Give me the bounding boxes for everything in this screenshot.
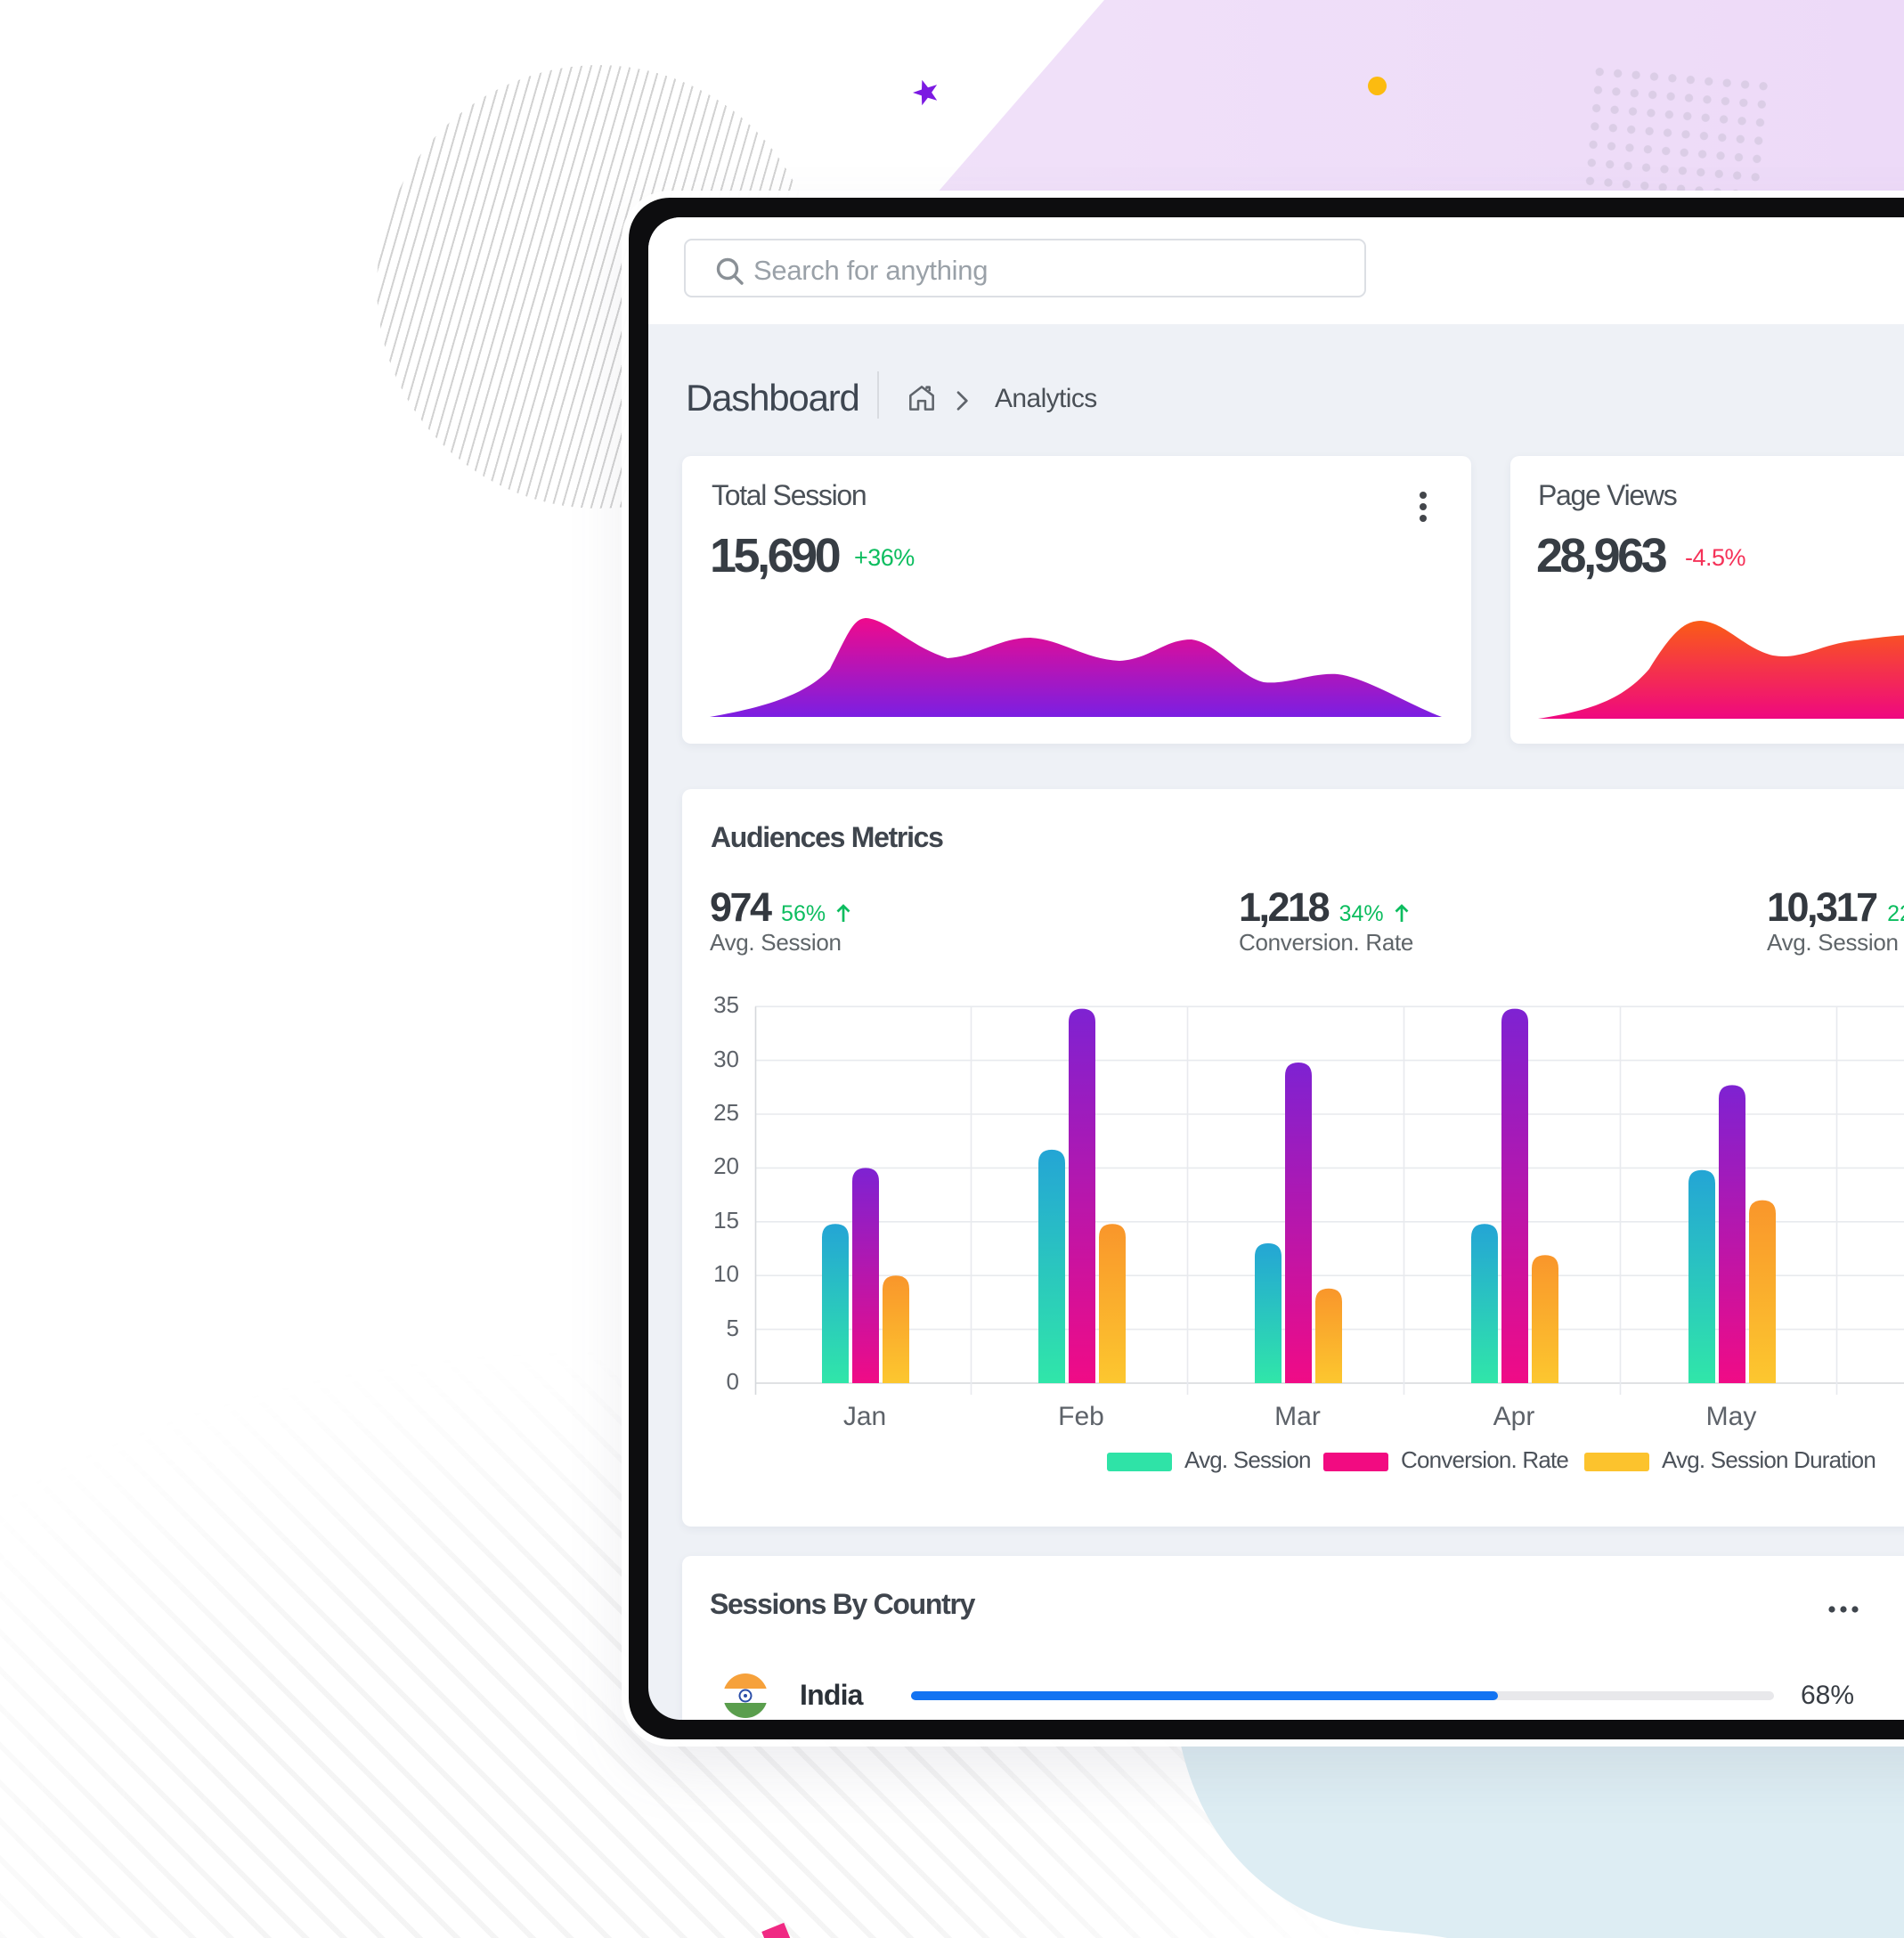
svg-text:25: 25 xyxy=(713,1099,739,1126)
svg-text:30: 30 xyxy=(713,1046,739,1072)
svg-text:Feb: Feb xyxy=(1058,1402,1104,1431)
svg-text:Apr: Apr xyxy=(1493,1402,1535,1431)
svg-text:35: 35 xyxy=(713,991,739,1018)
svg-text:May: May xyxy=(1706,1402,1757,1431)
svg-text:15: 15 xyxy=(713,1207,739,1234)
svg-text:0: 0 xyxy=(727,1368,739,1395)
svg-text:5: 5 xyxy=(727,1315,739,1341)
svg-text:20: 20 xyxy=(713,1152,739,1179)
svg-text:Mar: Mar xyxy=(1274,1402,1321,1431)
svg-text:10: 10 xyxy=(713,1260,739,1287)
svg-text:Jan: Jan xyxy=(843,1402,886,1431)
